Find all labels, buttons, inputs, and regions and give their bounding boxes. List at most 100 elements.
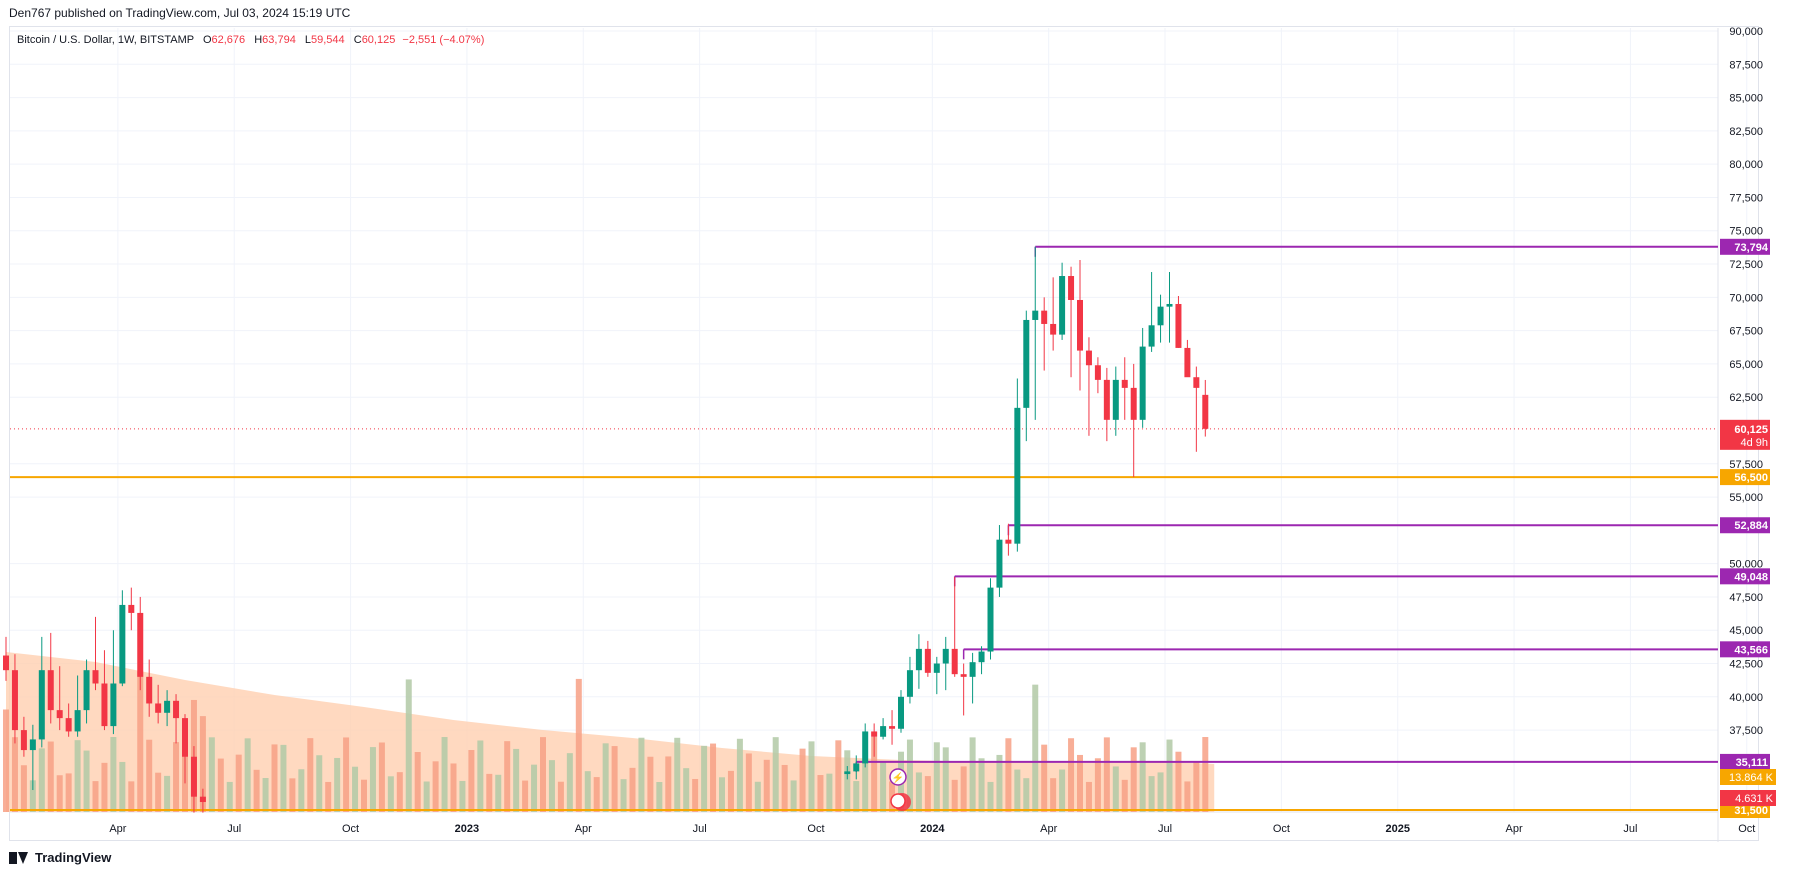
lightning-glyph-icon: ⚡	[892, 771, 904, 784]
volume-bar	[1193, 761, 1200, 812]
volume-bar	[978, 758, 985, 812]
volume-bar	[540, 737, 546, 812]
volume-bar	[11, 737, 18, 812]
volume-bar	[817, 775, 824, 812]
candle-body	[128, 604, 135, 613]
candle-body	[1014, 407, 1021, 544]
volume-bar	[405, 679, 412, 812]
level-badge-label: 52,884	[1734, 520, 1769, 532]
volume-bar	[933, 742, 940, 812]
volume-bar	[701, 745, 708, 812]
candle-body	[119, 604, 126, 684]
symbol-legend: Bitcoin / U.S. Dollar, 1W, BITSTAMP O62,…	[17, 34, 484, 46]
time-axis-label: Oct	[342, 823, 359, 835]
volume-bar	[871, 737, 878, 812]
volume-bar	[683, 768, 690, 812]
volume-bar	[665, 756, 672, 812]
candle-body	[83, 670, 90, 711]
volume-bar	[334, 757, 341, 812]
volume-bar	[414, 752, 421, 812]
time-axis-label: Jul	[693, 823, 707, 835]
price-axis-label: 45,000	[1729, 625, 1763, 637]
candle-body	[1005, 539, 1012, 544]
tradingview-brand: TradingView	[35, 850, 112, 865]
price-axis-label: 37,500	[1729, 725, 1763, 737]
volume-bar	[745, 753, 752, 812]
candle-body	[1148, 325, 1155, 347]
close-label: C	[353, 34, 362, 46]
candle-body	[1077, 299, 1083, 351]
candle-body	[29, 739, 36, 751]
volume-bar	[352, 766, 359, 812]
volume-bar	[1032, 684, 1039, 812]
change-value: −2,551 (−4.07%)	[402, 34, 485, 46]
volume-bar	[906, 739, 913, 812]
volume-bar	[92, 781, 99, 812]
time-axis-label: 2025	[1385, 823, 1409, 835]
candle-body	[190, 756, 197, 797]
candle-body	[1059, 276, 1066, 335]
time-axis-label: Oct	[1738, 823, 1755, 835]
volume-bar	[504, 741, 511, 812]
volume-bar	[924, 776, 931, 812]
volume-bar	[1050, 778, 1057, 812]
volume-bar	[727, 770, 734, 812]
time-axis-label: Apr	[109, 823, 126, 835]
candle-body	[1184, 347, 1191, 378]
volume-bar	[217, 758, 224, 812]
volume-bar	[110, 737, 117, 812]
candle-body	[906, 670, 913, 697]
volume-bar	[853, 781, 860, 812]
volume-bar	[477, 740, 484, 812]
volume-bar	[1157, 772, 1164, 812]
volume-bar	[119, 761, 126, 812]
tradingview-footer[interactable]: TradingView	[9, 850, 111, 865]
candle-body	[146, 676, 153, 704]
close-value: 60,125	[361, 34, 396, 46]
symbol-title[interactable]: Bitcoin / U.S. Dollar, 1W, BITSTAMP	[17, 34, 194, 46]
volume-bar	[763, 759, 770, 812]
level-badge-label: 35,111	[1736, 757, 1768, 769]
candle-body	[915, 648, 922, 671]
volume-bar	[65, 773, 72, 812]
price-axis-label: 67,500	[1729, 326, 1763, 338]
volume-bar	[486, 773, 493, 812]
volume-bar	[638, 737, 645, 812]
volume-bar	[262, 778, 269, 812]
price-axis-label: 62,500	[1729, 392, 1763, 404]
volume-bar	[253, 769, 260, 812]
volume-bar	[199, 716, 206, 812]
volume-bar	[1130, 747, 1137, 812]
volume-bar	[1148, 776, 1155, 812]
time-axis-label: 2023	[455, 823, 479, 835]
volume-bar	[1014, 769, 1021, 812]
volume-bar	[38, 748, 45, 812]
volume-bar	[47, 741, 54, 812]
volume-bar	[441, 737, 448, 812]
candle-body	[1050, 323, 1057, 335]
volume-bar	[164, 775, 171, 812]
candle-body	[969, 662, 976, 677]
level-badge	[1720, 517, 1770, 534]
level-badge-label: 31,500	[1734, 805, 1768, 817]
volume-bar	[548, 760, 555, 812]
candle-body	[164, 700, 171, 713]
low-value: 59,544	[311, 34, 345, 46]
volume-bar	[423, 781, 430, 812]
volume-bar	[880, 761, 887, 812]
price-axis-label: 55,000	[1729, 492, 1763, 504]
volume-bar	[1202, 737, 1209, 812]
volume-bar	[996, 754, 1003, 812]
candle-body	[1094, 365, 1101, 380]
volume-bar	[611, 746, 618, 812]
candle-body	[20, 730, 27, 751]
low-label: L	[304, 34, 312, 46]
volume-bar	[369, 747, 376, 812]
time-axis-label: Jul	[227, 823, 241, 835]
candle-body	[844, 771, 851, 775]
volume-bar	[862, 763, 869, 812]
high-value: 63,794	[262, 34, 296, 46]
time-axis-label: Apr	[575, 823, 592, 835]
volume-badge	[1720, 790, 1776, 806]
